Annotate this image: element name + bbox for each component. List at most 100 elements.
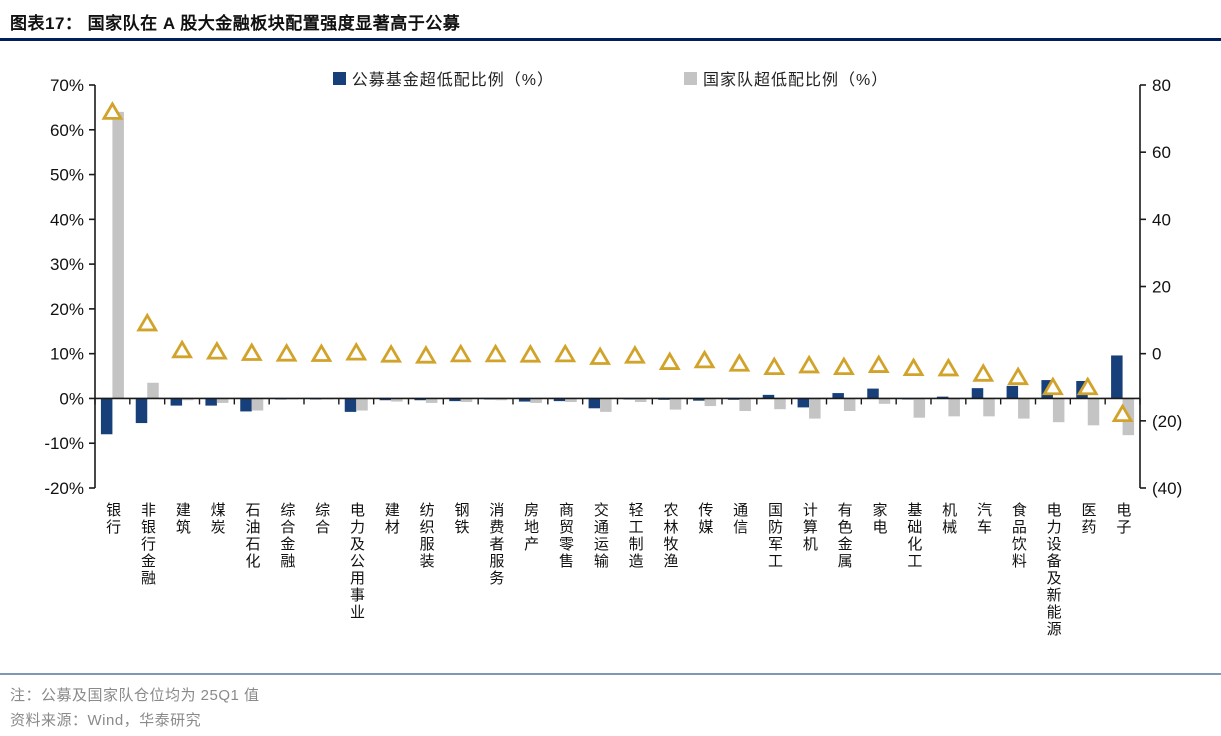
- legend-label-national-team: 国家队超低配比例（%）: [703, 72, 889, 89]
- national-team-bar: [147, 382, 159, 399]
- triangle-marker: [623, 344, 646, 364]
- right-axis-tick-label: 60: [1152, 143, 1171, 162]
- right-axis-tick-label: (20): [1152, 412, 1182, 431]
- national-team-bar: [460, 398, 473, 403]
- national-team-bar: [112, 111, 124, 399]
- national-team-bar: [704, 398, 717, 407]
- national-team-bar: [425, 398, 438, 403]
- triangle-marker: [345, 341, 368, 361]
- public-fund-swatch-icon: [332, 71, 346, 85]
- triangle-marker: [205, 340, 228, 360]
- right-axis-tick-label: 0: [1152, 345, 1161, 364]
- public-fund-bar: [832, 393, 844, 399]
- public-fund-bar: [100, 398, 113, 435]
- public-fund-bar: [240, 398, 252, 412]
- public-fund-bar: [971, 388, 984, 399]
- triangle-marker: [554, 343, 577, 363]
- public-fund-bar: [936, 396, 949, 399]
- legend-item-public-fund: 公募基金超低配比例（%）: [332, 66, 554, 90]
- triangle-marker: [902, 357, 925, 377]
- left-axis-tick-label: 0%: [59, 389, 84, 408]
- national-team-bar: [843, 398, 856, 411]
- national-team-bar: [983, 398, 995, 417]
- left-axis-tick-label: -10%: [44, 434, 84, 453]
- national-team-bar: [739, 398, 751, 411]
- triangle-marker: [1041, 376, 1064, 396]
- public-fund-bar: [170, 398, 183, 406]
- x-axis-label: 电力设备及新能源: [1044, 502, 1061, 638]
- triangle-marker: [867, 354, 890, 373]
- left-axis-tick-label: 70%: [50, 76, 84, 95]
- triangle-marker: [380, 343, 403, 363]
- title-divider: [0, 38, 1221, 41]
- left-axis-tick-label: 40%: [50, 210, 84, 229]
- national-team-bar: [913, 398, 926, 418]
- right-axis-tick-label: 40: [1152, 210, 1171, 229]
- national-team-swatch-icon: [684, 71, 697, 85]
- public-fund-bar: [205, 398, 217, 406]
- public-fund-bar: [867, 388, 879, 399]
- triangle-marker: [728, 352, 751, 372]
- triangle-marker: [275, 342, 298, 362]
- footnote: 注：公募及国家队仓位均为 25Q1 值: [10, 687, 260, 704]
- national-team-bar: [251, 398, 264, 411]
- national-team-bar: [948, 398, 960, 417]
- national-team-bar: [809, 398, 821, 419]
- triangle-marker: [414, 344, 437, 364]
- national-team-bar: [182, 398, 194, 401]
- triangle-marker: [101, 101, 124, 120]
- public-fund-bar: [379, 398, 392, 401]
- national-team-bar: [565, 398, 577, 403]
- national-team-bar: [600, 398, 612, 412]
- triangle-marker: [589, 346, 612, 365]
- triangle-marker: [484, 343, 507, 363]
- national-team-bar: [1018, 398, 1030, 419]
- left-axis-tick-label: 20%: [50, 300, 84, 319]
- public-fund-bar: [518, 398, 531, 402]
- triangle-marker: [136, 312, 159, 332]
- national-team-bar: [1052, 398, 1065, 423]
- public-fund-bar: [1111, 355, 1123, 399]
- public-fund-bar: [762, 394, 775, 399]
- triangle-marker: [972, 363, 995, 382]
- left-axis-tick-label: 10%: [50, 345, 84, 364]
- triangle-marker: [693, 349, 716, 369]
- national-team-bar: [391, 398, 403, 402]
- public-fund-bar: [588, 398, 601, 409]
- left-axis-tick-label: -20%: [44, 479, 84, 498]
- public-fund-bar: [553, 398, 566, 402]
- national-team-bar: [669, 398, 682, 410]
- triangle-marker: [832, 356, 855, 375]
- left-axis-tick-label: 60%: [50, 121, 84, 140]
- chart-bottom-divider: [0, 673, 1221, 675]
- public-fund-bar: [1006, 385, 1019, 399]
- triangle-marker: [937, 357, 960, 377]
- left-axis-tick-label: 50%: [50, 166, 84, 185]
- triangle-marker: [240, 342, 263, 361]
- national-team-bar: [216, 398, 229, 403]
- national-team-bar: [1087, 398, 1100, 426]
- right-axis-tick-label: 20: [1152, 278, 1171, 297]
- national-team-bar: [774, 398, 786, 410]
- triangle-marker: [310, 343, 333, 362]
- right-axis-tick-label: (40): [1152, 479, 1182, 498]
- triangle-marker: [1007, 366, 1030, 386]
- triangle-marker: [1111, 403, 1134, 423]
- public-fund-bar: [344, 398, 357, 412]
- triangle-marker: [449, 343, 472, 363]
- public-fund-bar: [414, 398, 426, 401]
- national-team-bar: [356, 398, 368, 411]
- figure-title: 图表17： 国家队在 A 股大金融板块配置强度显著高于公募: [10, 14, 461, 33]
- triangle-marker: [1076, 376, 1099, 396]
- public-fund-bar: [449, 398, 461, 402]
- left-axis-tick-label: 30%: [50, 255, 84, 274]
- public-fund-bar: [797, 398, 810, 408]
- chart-legend: 公募基金超低配比例（%） 国家队超低配比例（%）: [0, 66, 1221, 90]
- legend-label-public-fund: 公募基金超低配比例（%）: [351, 72, 554, 89]
- triangle-marker: [763, 356, 786, 375]
- x-axis-label: 电力及公用事业: [348, 502, 364, 621]
- right-axis-tick-label: 80: [1152, 76, 1171, 95]
- triangle-marker: [171, 339, 194, 359]
- national-team-bar: [878, 398, 891, 404]
